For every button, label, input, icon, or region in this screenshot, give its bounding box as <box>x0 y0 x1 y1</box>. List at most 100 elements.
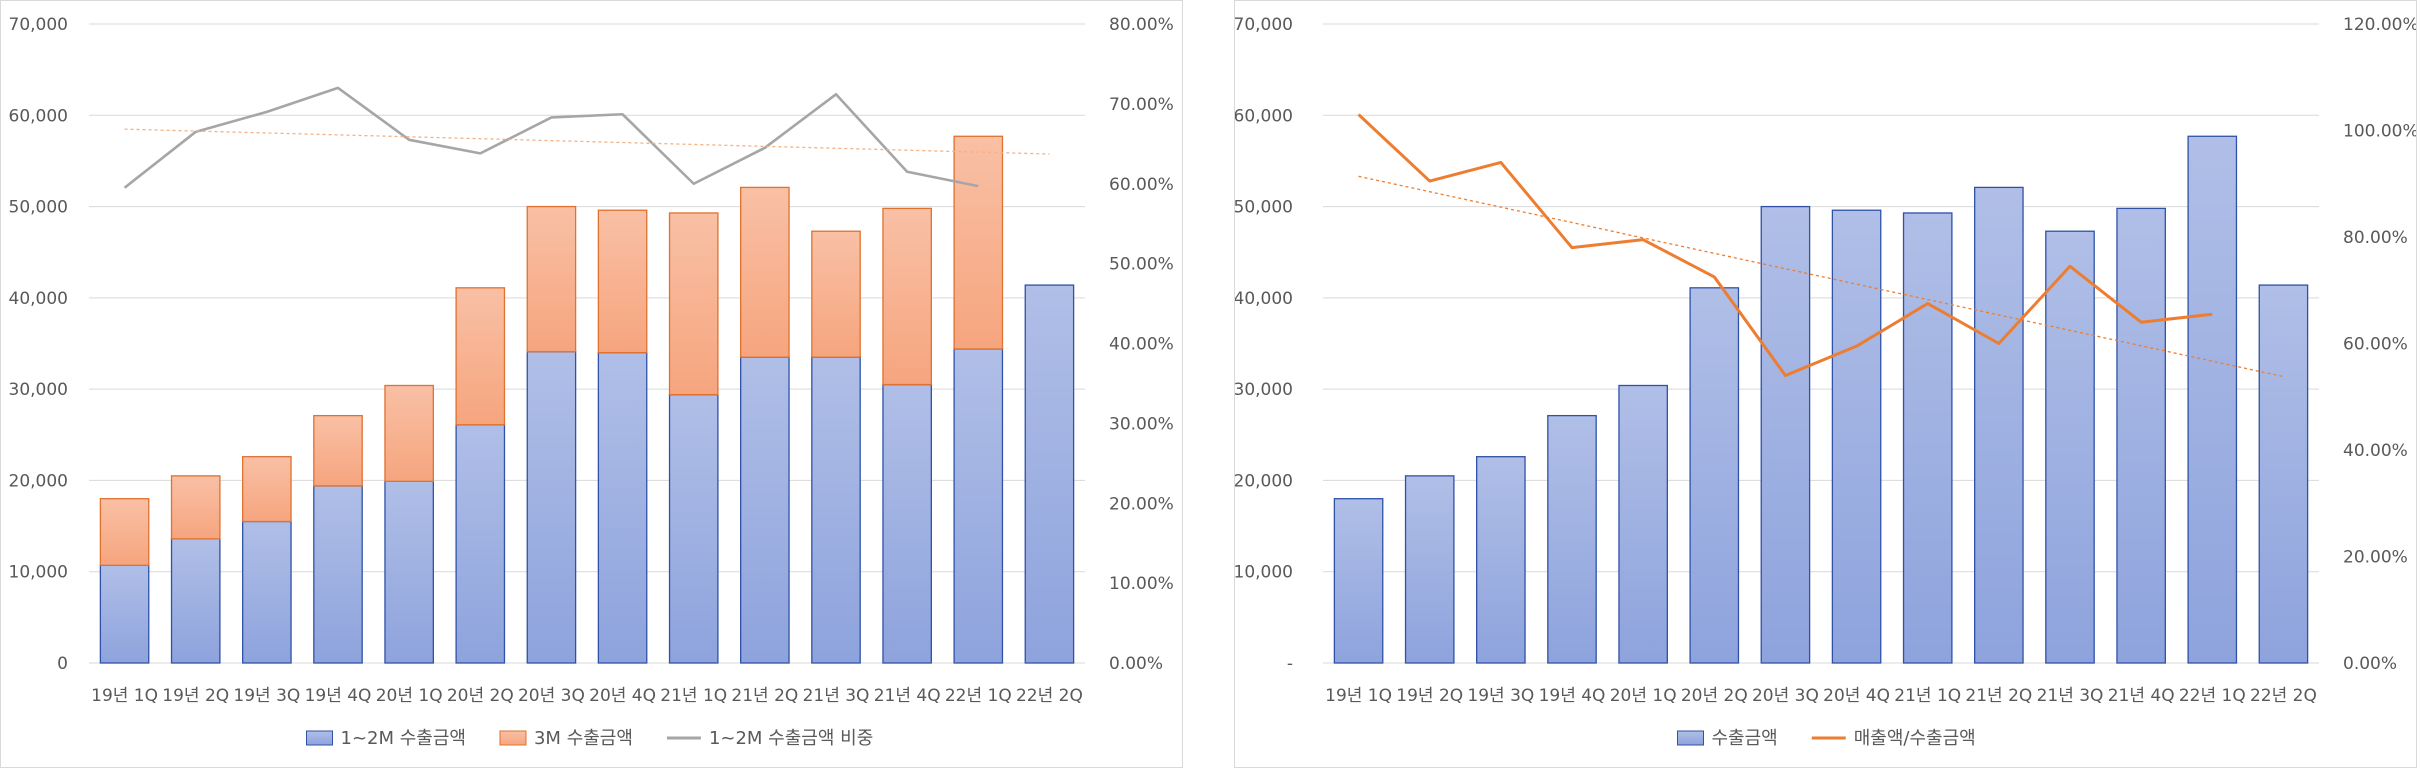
legend-swatch <box>306 730 333 746</box>
x-tick-label: 19년 4Q <box>305 686 372 706</box>
bar <box>668 393 719 664</box>
bar <box>1974 186 2024 664</box>
chart-left-svg: 0 10,000 20,000 30,000 40,000 50,000 60,000 70,… <box>9 15 1174 749</box>
bar <box>953 135 1004 350</box>
x-tick-label: 21년 3Q <box>2037 686 2104 706</box>
x-tick-label: 22년 1Q <box>2179 686 2246 706</box>
bar <box>2187 135 2238 664</box>
x-tick-label: 19년 1Q <box>1325 686 1392 706</box>
y-tick-label: 70,000 <box>9 15 68 35</box>
x-tick-label: 22년 2Q <box>2250 686 2317 706</box>
x-tick-label: 20년 4Q <box>589 686 656 706</box>
x-tick-label: 20년 1Q <box>1610 686 1677 706</box>
y-tick-label: 60,000 <box>9 106 68 126</box>
legend-label: 1~2M 수출금액 비중 <box>709 728 873 749</box>
y2-tick-label: 40.00% <box>2343 441 2408 461</box>
x-tick-label: 20년 4Q <box>1823 686 1890 706</box>
x-tick-label: 20년 3Q <box>1752 686 1819 706</box>
y-tick-label: 50,000 <box>9 198 68 218</box>
y-tick-label: 20,000 <box>9 471 68 491</box>
bar <box>2045 230 2095 664</box>
y2-tick-label: 120.00% <box>2343 15 2416 35</box>
legend-swatch <box>499 730 527 746</box>
legend-swatch <box>1677 730 1704 746</box>
bar <box>811 356 861 664</box>
y-tick-label: 10,000 <box>1235 563 1293 583</box>
x-tick-label: 21년 4Q <box>874 686 941 706</box>
y2-tick-label: 20.00% <box>2343 548 2408 568</box>
bar <box>1618 384 1668 664</box>
y-tick-label: 0 <box>57 654 68 674</box>
trendline <box>124 128 1050 155</box>
y2-tick-label: 70.00% <box>1109 95 1174 115</box>
y2-tick-label: 60.00% <box>1109 175 1174 195</box>
y2-tick-label: 40.00% <box>1109 335 1174 355</box>
bar <box>2116 207 2166 664</box>
legend-label: 1~2M 수출금액 <box>341 728 466 749</box>
bar <box>740 186 790 358</box>
y-tick-label: 70,000 <box>1235 15 1293 35</box>
series-line <box>1357 113 2213 377</box>
bar <box>242 520 292 664</box>
x-tick-label: 19년 3Q <box>1467 686 1534 706</box>
x-tick-label: 20년 1Q <box>376 686 443 706</box>
bar <box>740 356 790 664</box>
y2-tick-label: 0.00% <box>2343 654 2397 674</box>
x-tick-label: 19년 2Q <box>1396 686 1463 706</box>
bar <box>170 475 221 540</box>
bar <box>313 414 363 487</box>
bar <box>2258 284 2309 664</box>
y2-tick-label: 0.00% <box>1109 654 1163 674</box>
y2-tick-label: 10.00% <box>1109 574 1174 594</box>
bar <box>1831 209 1882 664</box>
y-tick-label: 30,000 <box>9 380 68 400</box>
bar <box>1404 475 1455 664</box>
bar <box>1333 498 1384 664</box>
bar <box>1024 284 1075 664</box>
y2-tick-label: 80.00% <box>2343 228 2408 248</box>
x-tick-label: 19년 3Q <box>233 686 300 706</box>
bar <box>597 351 648 664</box>
bar <box>526 205 577 353</box>
bar <box>1476 456 1526 664</box>
x-tick-label: 21년 2Q <box>731 686 798 706</box>
x-tick-label: 21년 1Q <box>1894 686 1961 706</box>
bar <box>384 480 434 664</box>
bar <box>526 351 577 664</box>
y-tick-label: 10,000 <box>9 563 68 583</box>
y2-tick-label: 80.00% <box>1109 15 1174 35</box>
series-line <box>123 86 979 189</box>
legend-label: 3M 수출금액 <box>534 728 633 749</box>
bar <box>170 538 221 664</box>
trendline <box>1358 175 2284 378</box>
bar <box>1760 205 1811 664</box>
x-tick-label: 22년 2Q <box>1016 686 1083 706</box>
bar <box>1689 287 1740 664</box>
y-tick-label: 30,000 <box>1235 380 1293 400</box>
x-tick-label: 20년 2Q <box>1681 686 1748 706</box>
x-tick-label: 20년 2Q <box>447 686 514 706</box>
x-tick-label: 21년 3Q <box>803 686 870 706</box>
bar <box>668 212 719 396</box>
bar <box>882 207 932 386</box>
y2-tick-label: 100.00% <box>2343 122 2416 142</box>
x-tick-label: 21년 1Q <box>660 686 727 706</box>
y-tick-label: 60,000 <box>1235 106 1293 126</box>
bar <box>455 424 506 664</box>
bar <box>99 498 150 566</box>
y-tick-label: 40,000 <box>1235 289 1293 309</box>
y-tick-label: 40,000 <box>9 289 68 309</box>
x-tick-label: 22년 1Q <box>945 686 1012 706</box>
y2-tick-label: 50.00% <box>1109 255 1174 275</box>
bar <box>384 384 434 482</box>
chart-panel-left: 0 10,000 20,000 30,000 40,000 50,000 60,000 70,… <box>0 0 1183 768</box>
y2-tick-label: 20.00% <box>1109 494 1174 514</box>
y-tick-label: 50,000 <box>1235 198 1293 218</box>
bar <box>313 485 363 664</box>
bar <box>597 209 648 354</box>
x-tick-label: 20년 3Q <box>518 686 585 706</box>
bar <box>1902 212 1953 664</box>
y-tick-label: 20,000 <box>1235 471 1293 491</box>
bar <box>882 383 932 664</box>
bar <box>811 230 861 358</box>
